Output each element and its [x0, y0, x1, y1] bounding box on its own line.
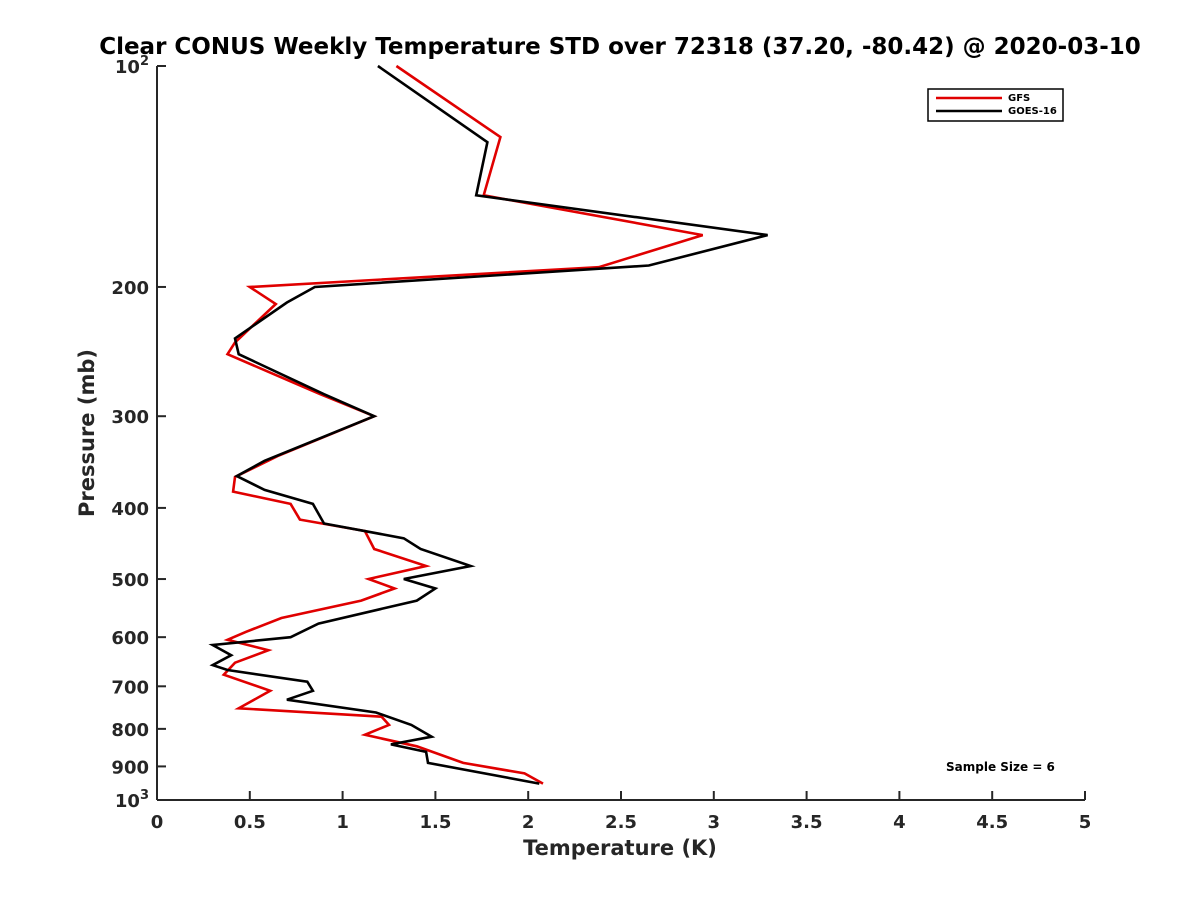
- x-tick-label: 0.5: [234, 812, 266, 833]
- y-tick-label: 800: [111, 720, 149, 741]
- legend-label-gfs: GFS: [1008, 93, 1030, 104]
- x-tick-label: 0: [151, 812, 164, 833]
- x-tick-label: 1: [336, 812, 349, 833]
- x-tick-label: 2: [522, 812, 535, 833]
- y-tick-label: 500: [111, 570, 149, 591]
- x-tick-label: 4: [893, 812, 906, 833]
- y-tick-label: 103: [115, 788, 149, 812]
- y-tick-label: 102: [115, 54, 149, 78]
- x-axis-label: Temperature (K): [523, 836, 717, 860]
- y-tick-label: 300: [111, 407, 149, 428]
- y-tick-label: 700: [111, 677, 149, 698]
- legend-label-goes16: GOES-16: [1008, 106, 1057, 117]
- series-line-goes16: [208, 64, 768, 785]
- x-tick-label: 1.5: [419, 812, 451, 833]
- y-tick-label: 400: [111, 499, 149, 520]
- y-tick-label: 900: [111, 757, 149, 778]
- legend-box: [927, 88, 1064, 122]
- sample-size-annotation: Sample Size = 6: [946, 760, 1055, 774]
- axes: 0 0.5 1 1.5 2 2.5 3 3.5 4 4.5 5 102 200 300 400 500 600 7…: [111, 54, 1091, 833]
- y-axis-label: Pressure (mb): [75, 349, 99, 517]
- chart-title: Clear CONUS Weekly Temperature STD over …: [99, 34, 1141, 60]
- x-tick-label: 3: [708, 812, 721, 833]
- x-tick-label: 4.5: [976, 812, 1008, 833]
- x-tick-label: 3.5: [791, 812, 823, 833]
- x-tick-label: 2.5: [605, 812, 637, 833]
- plot-lines: [208, 64, 768, 785]
- x-tick-label: 5: [1079, 812, 1092, 833]
- legend: GFS GOES-16: [927, 88, 1064, 122]
- y-tick-label: 600: [111, 628, 149, 649]
- y-tick-label: 200: [111, 278, 149, 299]
- series-line-gfs: [221, 64, 704, 785]
